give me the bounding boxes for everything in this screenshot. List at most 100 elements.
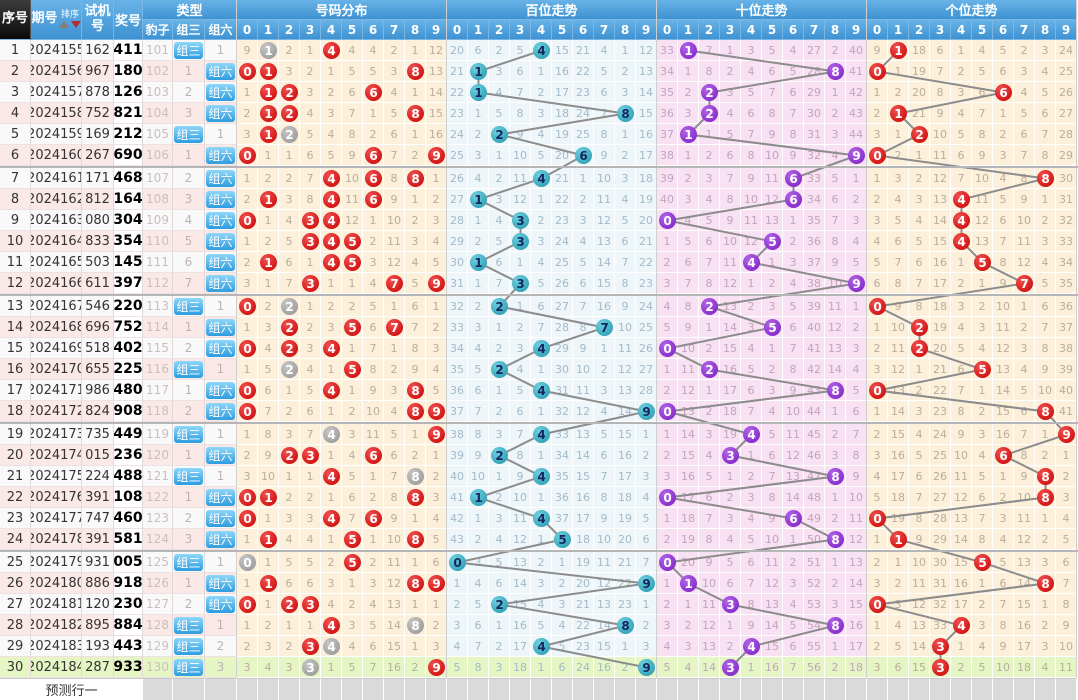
distribution-cell: 2 (363, 231, 384, 252)
ge-trend-cell: 4 (1014, 359, 1035, 380)
row-leopard-miss: 112 (143, 273, 173, 294)
shi-trend-cell: 1 (678, 594, 699, 615)
bai-trend-cell: 11 (573, 380, 594, 401)
bai-trend-cell: 4 (531, 124, 552, 145)
ge-trend-cell: 29 (930, 529, 951, 550)
bai-trend-cell: 18 (615, 487, 636, 508)
sort-control[interactable]: 排序 (59, 10, 81, 29)
bai-trend-cell: 1 (489, 380, 510, 401)
shi-trend-cell: 37 (804, 252, 825, 273)
distribution-cell: 14 (384, 615, 405, 636)
distribution-cell: 9 (384, 508, 405, 529)
shi-trend-cell: 32 (804, 145, 825, 166)
row-period: 2024170 (31, 359, 82, 380)
shi-digit-header-6: 6 (783, 20, 804, 40)
bai-trend-cell: 12 (510, 529, 531, 550)
row-zu3-cell: 2 (173, 338, 205, 359)
distribution-cell: 1 (405, 508, 426, 529)
shi-trend-ball: 2 (701, 361, 718, 378)
bai-trend-ball: 1 (470, 191, 487, 208)
distribution-cell: 8 (363, 359, 384, 380)
bai-trend-cell: 25 (552, 252, 573, 273)
shi-trend-cell: 42 (804, 359, 825, 380)
bai-trend-cell: 14 (510, 573, 531, 594)
shi-trend-cell: 5 (657, 317, 678, 338)
shi-trend-cell: 6 (762, 61, 783, 82)
bai-trend-cell: 6 (489, 252, 510, 273)
fenbu-digit-header-7: 7 (384, 20, 405, 40)
distribution-cell: 6 (363, 317, 384, 338)
ge-trend-cell: 6 (972, 487, 993, 508)
bai-trend-ball: 4 (533, 426, 550, 443)
distribution-cell: 4 (342, 40, 363, 61)
ge-trend-cell: 6 (909, 252, 930, 273)
sort-ascending-icon[interactable] (59, 21, 69, 29)
shi-trend-ball: 8 (827, 531, 844, 548)
distribution-cell: 3 (279, 508, 300, 529)
shi-trend-cell: 3 (783, 573, 804, 594)
bai-trend-cell: 35 (447, 359, 468, 380)
distribution-cell: 9 (258, 445, 279, 466)
bai-trend-cell: 13 (615, 380, 636, 401)
distribution-cell: 6 (342, 82, 363, 103)
ge-trend-cell: 3 (993, 508, 1014, 529)
row-zu6-cell: 组六 (205, 594, 237, 615)
row-seq: 6 (0, 145, 31, 166)
sort-descending-icon[interactable] (71, 21, 81, 29)
ge-trend-cell: 8 (951, 401, 972, 422)
bai-digit-header-7: 7 (594, 20, 615, 40)
ge-trend-cell: 2 (993, 124, 1014, 145)
shi-trend-ball: 5 (764, 319, 781, 336)
row-leopard-miss: 130 (143, 657, 173, 678)
distribution-cell: 4 (321, 124, 342, 145)
fenbu-digit-header-8: 8 (405, 20, 426, 40)
bai-trend-ball: 2 (491, 447, 508, 464)
ge-trend-cell: 5 (1014, 380, 1035, 401)
bai-trend-cell: 23 (573, 636, 594, 657)
ge-trend-ball: 7 (1016, 275, 1033, 292)
shi-trend-cell: 1 (783, 529, 804, 550)
zu6-active-badge: 组六 (206, 211, 235, 229)
distribution-hit-ball: 6 (365, 191, 382, 208)
row-leopard-miss: 116 (143, 359, 173, 380)
distribution-cell: 3 (300, 82, 321, 103)
ge-trend-cell: 2 (867, 338, 888, 359)
prediction-row-empty-cell (804, 678, 825, 700)
ge-trend-cell: 1 (993, 466, 1014, 487)
distribution-repeat-ball: 8 (407, 617, 424, 634)
bai-trend-cell: 6 (510, 61, 531, 82)
ge-trend-cell: 5 (909, 231, 930, 252)
bai-trend-cell: 2 (489, 40, 510, 61)
row-seq: 26 (0, 573, 31, 594)
ge-trend-cell: 2 (867, 636, 888, 657)
row-test-number: 391 (82, 487, 114, 508)
shi-trend-cell: 14 (783, 487, 804, 508)
distribution-cell: 2 (300, 61, 321, 82)
shi-trend-cell: 13 (783, 466, 804, 487)
ge-trend-cell: 2 (1035, 529, 1056, 550)
distribution-hit-ball: 5 (344, 554, 361, 571)
bai-trend-cell: 21 (573, 40, 594, 61)
distribution-cell: 4 (426, 359, 447, 380)
ge-trend-ball: 5 (974, 361, 991, 378)
shi-trend-cell: 7 (699, 508, 720, 529)
distribution-cell: 4 (258, 338, 279, 359)
bai-trend-cell: 3 (468, 145, 489, 166)
distribution-cell: 1 (258, 508, 279, 529)
distribution-cell: 8 (300, 189, 321, 210)
shi-trend-cell: 53 (804, 594, 825, 615)
distribution-cell: 1 (321, 61, 342, 82)
distribution-hit-ball: 8 (407, 63, 424, 80)
ge-trend-cell: 10 (1014, 487, 1035, 508)
shi-trend-cell: 1 (720, 40, 741, 61)
shi-digit-header-1: 1 (678, 20, 699, 40)
ge-trend-cell: 10 (951, 445, 972, 466)
bai-trend-cell: 14 (636, 82, 657, 103)
distribution-hit-ball: 8 (407, 531, 424, 548)
bai-digit-header-9: 9 (636, 20, 657, 40)
row-prize-number: 449 (114, 424, 143, 445)
distribution-cell: 12 (384, 252, 405, 273)
bai-trend-cell: 3 (531, 103, 552, 124)
distribution-cell: 4 (426, 508, 447, 529)
